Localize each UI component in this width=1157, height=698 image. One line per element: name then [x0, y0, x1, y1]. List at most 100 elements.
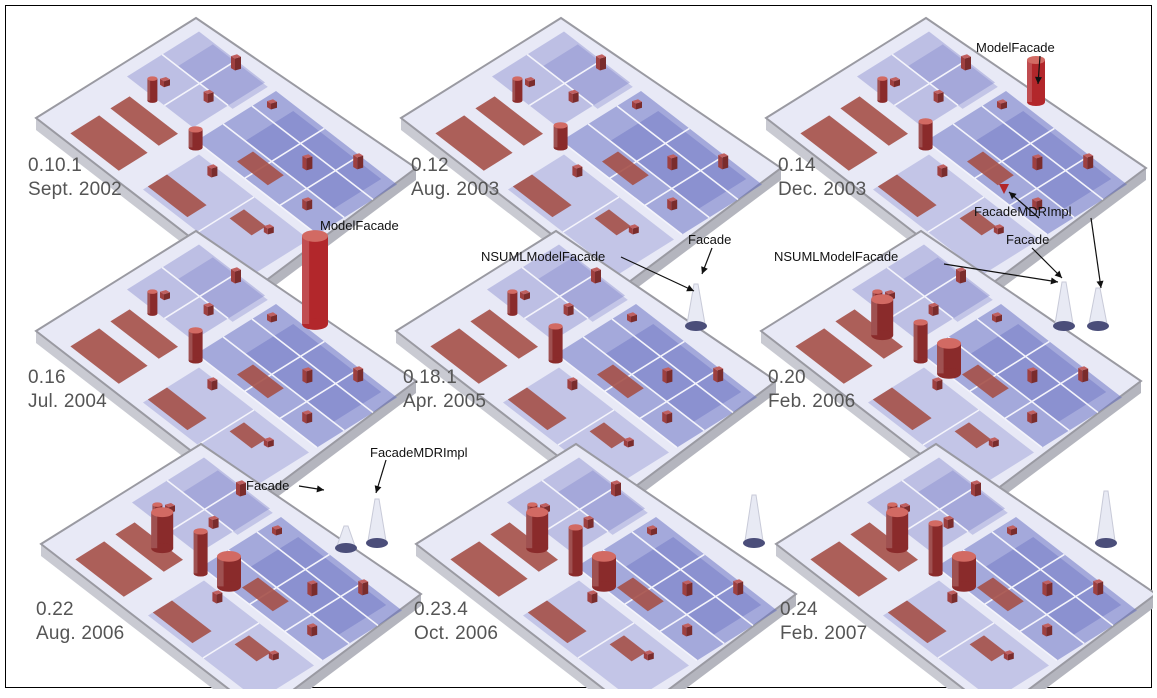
- small-block: [997, 99, 1007, 110]
- small-block: [961, 54, 971, 71]
- small-block: [268, 650, 279, 661]
- small-block: [933, 89, 944, 103]
- facade-ghost-0181: [685, 283, 707, 331]
- small-block: [1042, 580, 1053, 597]
- arrow-model-facade-014: [1035, 55, 1042, 85]
- callout-facade-0181: Facade: [688, 232, 732, 247]
- large-tower: [526, 507, 549, 554]
- tower: [193, 528, 208, 577]
- small-block: [353, 366, 364, 383]
- arrow-facade-022: [298, 485, 325, 493]
- version-label: 0.18.1: [403, 367, 458, 388]
- small-block: [231, 267, 241, 284]
- tower: [188, 126, 203, 151]
- small-block: [632, 99, 642, 110]
- small-block: [992, 312, 1002, 323]
- small-block: [667, 197, 678, 211]
- small-block: [643, 650, 654, 661]
- facade-mdr-marker-014: [999, 184, 1009, 194]
- small-block: [1083, 153, 1094, 170]
- panel-label-022: 0.22 Aug. 2006: [36, 598, 124, 646]
- date-label: Sept. 2002: [28, 179, 122, 200]
- version-label: 0.23.4: [414, 599, 469, 620]
- city-scene: [34, 16, 1153, 689]
- small-block: [628, 224, 639, 235]
- tower: [913, 319, 928, 364]
- panel-label-020: 0.20 Feb. 2006: [768, 366, 855, 414]
- small-block: [667, 154, 678, 171]
- tower: [553, 122, 568, 151]
- small-block: [302, 367, 313, 384]
- tower: [918, 118, 933, 151]
- arrow-facade-0181: [701, 247, 713, 275]
- version-label: 0.24: [780, 599, 818, 620]
- small-block: [567, 377, 578, 391]
- small-block: [568, 89, 579, 103]
- callout-facade-022: Facade: [246, 478, 290, 493]
- small-block: [307, 623, 318, 637]
- tower: [507, 289, 518, 316]
- small-block: [713, 366, 724, 383]
- small-block: [160, 290, 170, 301]
- arrow-facade-020: [1031, 247, 1063, 279]
- tower: [548, 323, 563, 364]
- small-block: [627, 312, 637, 323]
- version-label: 0.12: [411, 155, 449, 176]
- small-block: [272, 525, 282, 536]
- small-block: [1032, 154, 1043, 171]
- version-label: 0.16: [28, 367, 66, 388]
- small-block: [302, 154, 313, 171]
- model-facade-tower-016: [302, 230, 328, 330]
- tower: [928, 520, 943, 577]
- version-label: 0.22: [36, 599, 74, 620]
- date-label: Aug. 2006: [36, 623, 125, 644]
- small-block: [212, 590, 223, 604]
- facade-mdr-ghost-022: [366, 498, 388, 548]
- small-block: [611, 480, 621, 497]
- date-label: Feb. 2007: [780, 623, 868, 644]
- small-block: [263, 437, 274, 448]
- version-label: 0.20: [768, 367, 806, 388]
- panel-label-014: 0.14 Dec. 2003: [778, 154, 866, 202]
- small-block: [267, 99, 277, 110]
- small-block: [302, 197, 313, 211]
- city-board-p014: [764, 16, 1148, 300]
- panel-label-0181: 0.18.1 Apr. 2005: [403, 366, 486, 414]
- small-block: [267, 312, 277, 323]
- small-block: [1007, 525, 1017, 536]
- small-block: [971, 480, 981, 497]
- small-block: [572, 164, 583, 178]
- large-tower: [151, 507, 174, 554]
- panel-label-0234: 0.23.4 Oct. 2006: [414, 598, 498, 646]
- small-block: [591, 267, 601, 284]
- callout-nsuml-model-facade-020: NSUMLModelFacade: [774, 249, 899, 264]
- small-block: [1003, 650, 1014, 661]
- facade-ghost-020: [1053, 281, 1075, 331]
- facade-ghost-024: [1095, 490, 1117, 548]
- small-block: [937, 164, 948, 178]
- small-block: [1027, 367, 1038, 384]
- large-tower: [937, 338, 961, 379]
- model-facade-tower-014: [1027, 55, 1045, 107]
- panel-label-012: 0.12 Aug. 2003: [411, 154, 499, 202]
- small-block: [160, 77, 170, 88]
- small-block: [203, 302, 214, 316]
- small-block: [1078, 366, 1089, 383]
- callout-facade-mdr-impl-022: FacadeMDRImpl: [370, 445, 468, 460]
- date-label: Dec. 2003: [778, 179, 867, 200]
- callout-facade-mdr-impl-014: FacadeMDRImpl: [974, 204, 1072, 219]
- tower: [877, 76, 888, 103]
- small-block: [928, 302, 939, 316]
- small-block: [662, 367, 673, 384]
- large-tower: [217, 551, 241, 592]
- small-block: [207, 377, 218, 391]
- facade-mdr-ghost-020: [1087, 287, 1109, 331]
- small-block: [525, 77, 535, 88]
- panel-label-024: 0.24 Feb. 2007: [780, 598, 867, 646]
- small-block: [647, 525, 657, 536]
- small-block: [596, 54, 606, 71]
- tower: [568, 524, 583, 577]
- small-block: [203, 89, 214, 103]
- tower: [512, 76, 523, 103]
- small-block: [1093, 579, 1104, 596]
